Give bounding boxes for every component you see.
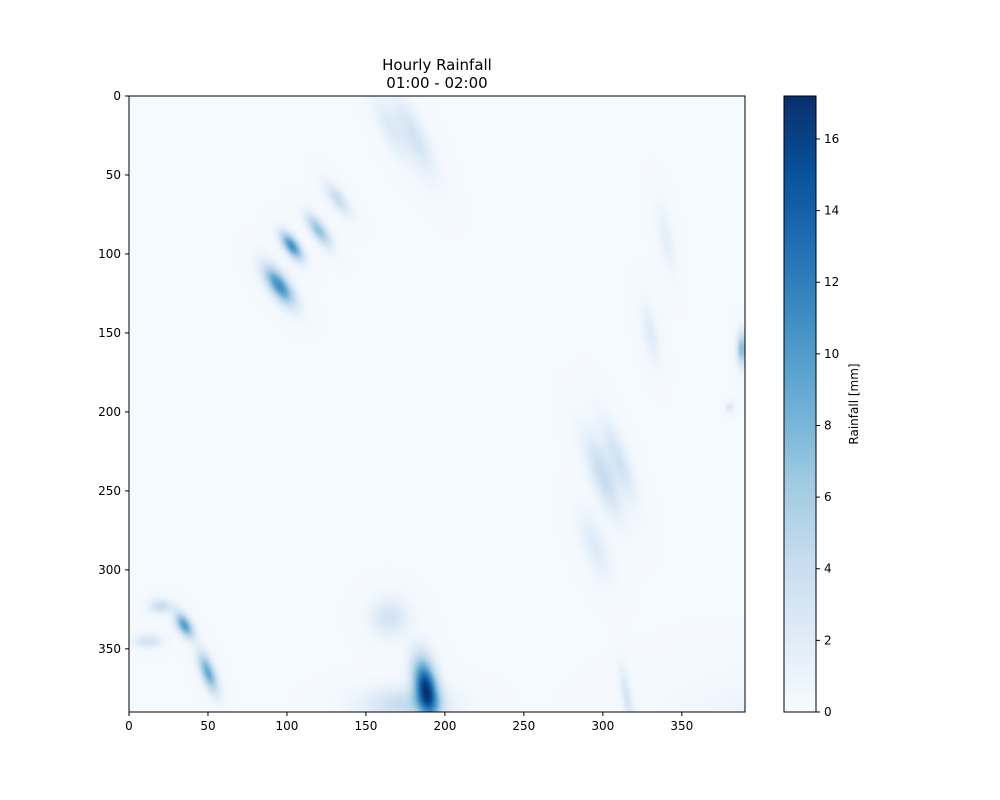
colorbar-label: Rainfall [mm] bbox=[847, 363, 861, 444]
y-tick-label: 150 bbox=[98, 326, 121, 340]
y-tick-label: 350 bbox=[98, 642, 121, 656]
colorbar bbox=[783, 95, 817, 713]
x-tick-label: 350 bbox=[670, 719, 693, 733]
y-tick-label: 0 bbox=[113, 89, 121, 103]
heatmap-image bbox=[129, 96, 745, 712]
y-axis: 0 50 100 150 200 250 300 350 bbox=[98, 89, 129, 656]
colorbar-tick-label: 16 bbox=[824, 132, 839, 146]
y-tick-label: 50 bbox=[106, 168, 121, 182]
y-tick-label: 250 bbox=[98, 484, 121, 498]
y-tick-label: 200 bbox=[98, 405, 121, 419]
colorbar-tick-label: 14 bbox=[824, 204, 839, 218]
colorbar-tick-label: 12 bbox=[824, 275, 839, 289]
x-tick-label: 0 bbox=[125, 719, 133, 733]
colorbar-axis: 0 2 4 6 8 10 12 14 16 bbox=[816, 132, 839, 719]
y-tick-label: 100 bbox=[98, 247, 121, 261]
plot-frame bbox=[128, 95, 746, 713]
colorbar-tick-label: 8 bbox=[824, 418, 832, 432]
colorbar-tick-label: 10 bbox=[824, 347, 839, 361]
x-tick-label: 100 bbox=[275, 719, 298, 733]
x-tick-label: 200 bbox=[433, 719, 456, 733]
x-tick-label: 250 bbox=[512, 719, 535, 733]
colorbar-tick-label: 4 bbox=[824, 562, 832, 576]
chart-subtitle: 01:00 - 02:00 bbox=[386, 74, 487, 92]
colorbar-tick-label: 2 bbox=[824, 633, 832, 647]
colorbar-tick-label: 6 bbox=[824, 490, 832, 504]
x-tick-label: 150 bbox=[354, 719, 377, 733]
x-axis: 0 50 100 150 200 250 300 350 bbox=[125, 712, 693, 733]
y-tick-label: 300 bbox=[98, 563, 121, 577]
colorbar-tick-label: 0 bbox=[824, 705, 832, 719]
chart-title: Hourly Rainfall bbox=[382, 56, 492, 74]
x-tick-label: 300 bbox=[591, 719, 614, 733]
x-tick-label: 50 bbox=[200, 719, 215, 733]
